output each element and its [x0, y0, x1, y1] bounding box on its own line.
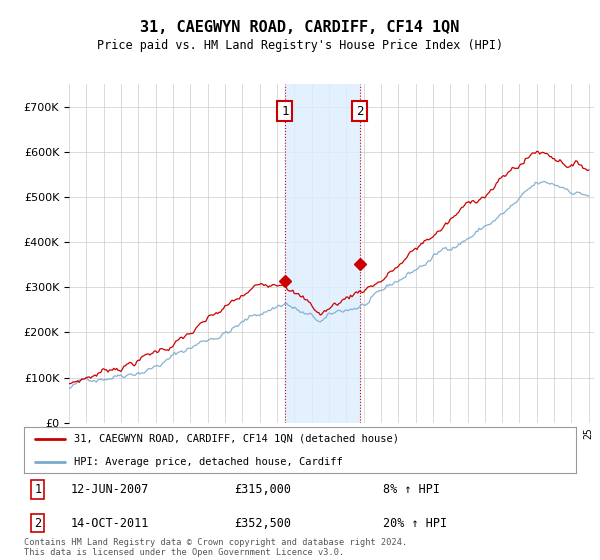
Text: Price paid vs. HM Land Registry's House Price Index (HPI): Price paid vs. HM Land Registry's House … — [97, 39, 503, 52]
Text: HPI: Average price, detached house, Cardiff: HPI: Average price, detached house, Card… — [74, 457, 343, 466]
Text: 31, CAEGWYN ROAD, CARDIFF, CF14 1QN (detached house): 31, CAEGWYN ROAD, CARDIFF, CF14 1QN (det… — [74, 434, 398, 444]
Text: 2: 2 — [34, 516, 41, 530]
Text: 12-JUN-2007: 12-JUN-2007 — [71, 483, 149, 496]
Text: 1: 1 — [34, 483, 41, 496]
Text: 14-OCT-2011: 14-OCT-2011 — [71, 516, 149, 530]
Text: £315,000: £315,000 — [234, 483, 291, 496]
Text: 20% ↑ HPI: 20% ↑ HPI — [383, 516, 447, 530]
Text: 31, CAEGWYN ROAD, CARDIFF, CF14 1QN: 31, CAEGWYN ROAD, CARDIFF, CF14 1QN — [140, 20, 460, 35]
Text: 2: 2 — [356, 105, 364, 118]
Text: 8% ↑ HPI: 8% ↑ HPI — [383, 483, 440, 496]
Text: 1: 1 — [281, 105, 289, 118]
Text: Contains HM Land Registry data © Crown copyright and database right 2024.
This d: Contains HM Land Registry data © Crown c… — [24, 538, 407, 557]
Text: £352,500: £352,500 — [234, 516, 291, 530]
Bar — [285, 84, 360, 423]
